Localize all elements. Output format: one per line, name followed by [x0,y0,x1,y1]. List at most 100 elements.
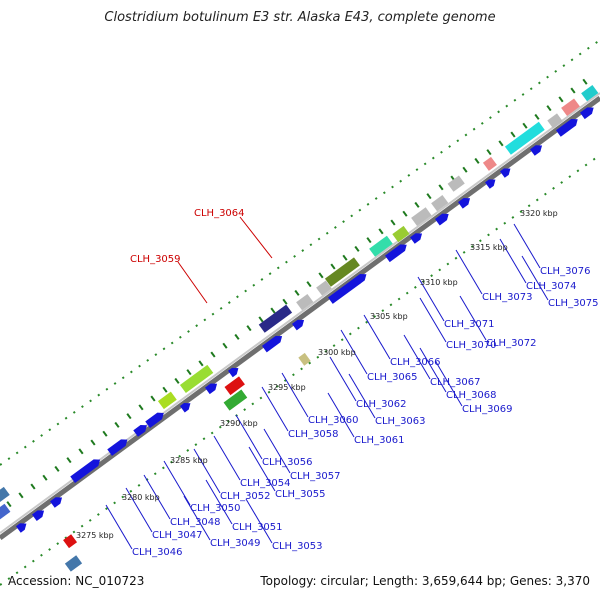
scale-tick [390,219,396,226]
gene-label: CLH_3070 [446,340,497,351]
scale-tick [378,228,384,235]
gene-leader-line [163,460,191,506]
gene-arrow [291,319,305,331]
scale-tick [354,245,360,252]
gene-block [0,486,10,505]
scale-tick [270,307,276,314]
gene-leader-line [183,495,211,541]
gene-label: CLH_3071 [444,319,495,330]
gene-arrow [484,179,496,189]
gene-label: CLH_3047 [152,530,203,541]
gene-label: CLH_3061 [354,435,405,446]
scale-tick [402,210,408,217]
gene-block [157,391,177,410]
gene-label: CLH_3066 [390,357,441,368]
gene-label: CLH_3076 [540,266,591,277]
scale-tick [114,421,120,428]
tick-label: 3305 kbp [370,312,408,321]
gene-label: CLH_3075 [548,298,599,309]
gene-leader-line [459,295,487,341]
gene-leader-line [143,474,171,520]
tick-label: 3275 kbp [76,531,114,540]
gene-block [298,352,311,366]
gene-leader-line [248,446,276,492]
label-leader-lines [105,223,549,550]
scale-tick [558,96,564,103]
gene-leader-line [513,223,541,269]
gene-label: CLH_3074 [526,281,577,292]
gene-leader-line [340,329,368,375]
gene-block [63,534,78,549]
gene-leader-line [261,386,289,432]
gene-label: CLH_3063 [375,416,426,427]
gene-arrow [384,244,407,263]
scale-tick [306,281,312,288]
tick-label: 3310 kbp [420,278,458,287]
gene-arrow [204,383,218,395]
gene-arrow [179,403,191,413]
scale-tick [102,430,108,437]
gene-arrow [579,107,594,120]
gene-block [369,235,393,257]
gene-arrow [327,276,363,304]
gene-block [258,304,293,333]
gene-leader-line [455,249,483,295]
gene-leader-line [403,334,431,380]
scale-tick [90,439,96,446]
scale-tick [570,87,576,94]
gene-block [0,503,11,521]
gene-leader-line [213,435,241,481]
scale-tick [330,263,336,270]
scale-tick [426,193,432,200]
highlight-label-clh3064: CLH_3064 [194,208,245,219]
gene-block [179,364,214,394]
gene-label: CLH_3048 [170,517,221,528]
gene-label: CLH_3072 [486,338,537,349]
scale-tick [186,369,192,376]
gene-arrow [529,145,543,156]
gene-leader-line [348,373,376,419]
scale-tick [534,113,540,120]
scale-tick [66,457,72,464]
scale-tick [246,325,252,332]
gene-block [324,257,360,287]
gene-arrow [145,412,164,428]
gene-label: CLH_3051 [232,522,283,533]
scale-tick [582,78,588,85]
gene-leader-line [419,297,447,343]
tick-labels: 3275 kbp 3280 kbp 3285 kbp 3290 kbp 3295 kbp… [76,209,558,540]
gene-arrow [227,367,239,378]
tick-label: 3280 kbp [122,493,160,502]
gene-arrow [261,335,283,353]
gene-block [547,113,563,129]
scale-tick [462,166,468,173]
map-title: Clostridium botulinum E3 str. Alaska E43… [104,10,496,25]
tick-label: 3300 kbp [318,348,356,357]
gene-label: CLH_3073 [482,292,533,303]
gene-leader-line [521,255,549,301]
gene-label: CLH_3060 [308,415,359,426]
gene-label: CLH_3055 [275,489,326,500]
scale-tick [198,360,204,367]
scale-tick [414,201,420,208]
gene-block [64,555,83,572]
gene-label: CLH_3054 [240,478,291,489]
gene-label: CLH_3069 [462,404,513,415]
gene-label: CLH_3068 [446,390,497,401]
scale-tick [498,140,504,147]
gene-label: CLH_3065 [367,372,418,383]
highlighted-gene-labels: CLH_3059 CLH_3064 [130,208,273,304]
scale-tick [486,149,492,156]
tick-label: 3295 kbp [268,383,306,392]
highlight-label-clh3059: CLH_3059 [130,254,181,265]
genome-summary-text: Topology: circular; Length: 3,659,644 bp… [260,574,590,588]
gene-leader-line [245,498,273,544]
gene-label: CLH_3067 [430,377,481,388]
gene-label: CLH_3056 [262,457,313,468]
gene-arrow [107,439,128,456]
gene-arrow [409,233,423,244]
gene-leader-line [363,314,391,360]
gene-leader-line [327,392,355,438]
gene-leader-line [125,487,153,533]
